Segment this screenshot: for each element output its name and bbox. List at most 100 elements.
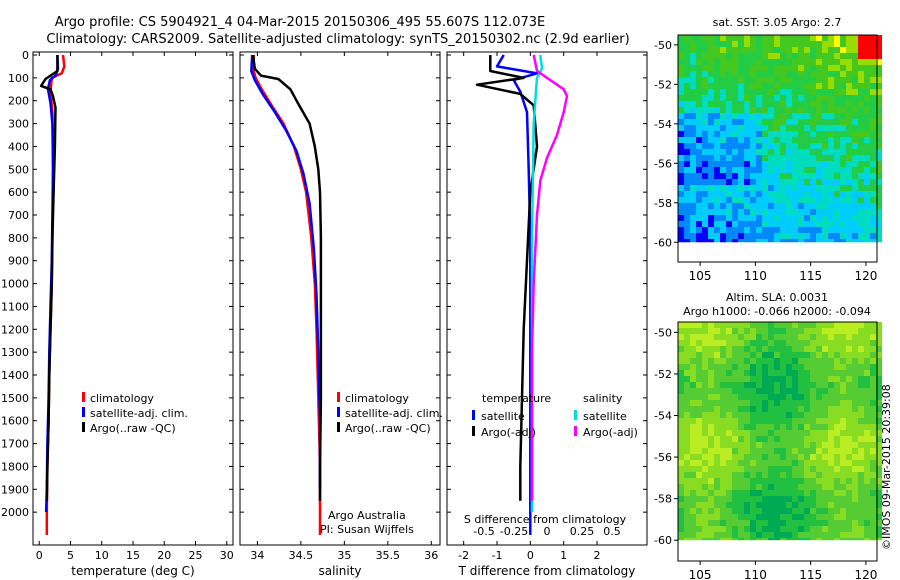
map-cell: [720, 490, 726, 496]
map-cell: [822, 430, 828, 436]
map-cell: [744, 41, 750, 47]
map-cell: [864, 412, 870, 418]
map-cell: [714, 520, 720, 526]
legend-swatch: [337, 407, 340, 417]
map-cell: [852, 233, 858, 239]
map-cell: [768, 532, 774, 538]
credit-org: Argo Australia: [328, 509, 406, 522]
map-cell: [768, 538, 774, 541]
map-cell: [738, 137, 744, 143]
map-cell: [708, 436, 714, 442]
map-cell: [798, 520, 804, 526]
y-tick-label: 1100: [1, 300, 29, 313]
map-cell: [690, 478, 696, 484]
map-cell: [684, 71, 690, 77]
map-cell: [774, 412, 780, 418]
map-cell: [774, 119, 780, 125]
map-y-tick-label: -60: [654, 236, 672, 249]
map-cell: [822, 35, 828, 41]
map-cell: [678, 65, 684, 71]
map-cell: [726, 233, 732, 239]
map-cell: [846, 328, 852, 334]
map-cell: [816, 508, 822, 514]
imos-stamp: ©IMOS 09-Mar-2015 20:39:08: [880, 384, 893, 550]
map-cell: [768, 119, 774, 125]
map-cell: [798, 472, 804, 478]
map-cell: [780, 484, 786, 490]
map-cell: [804, 418, 810, 424]
x-tick-label: 35: [337, 549, 351, 562]
map-cell: [708, 508, 714, 514]
map-cell: [720, 131, 726, 137]
map-cell: [834, 388, 840, 394]
map-cell: [786, 346, 792, 352]
map-cell: [762, 113, 768, 119]
map-cell: [774, 334, 780, 340]
map-cell: [726, 484, 732, 490]
map-cell: [684, 430, 690, 436]
map-cell: [726, 149, 732, 155]
map-cell: [840, 239, 846, 243]
map-cell: [702, 65, 708, 71]
map-cell: [702, 197, 708, 203]
map-cell: [702, 526, 708, 532]
map-cell: [780, 538, 786, 541]
map-cell: [738, 484, 744, 490]
map-cell: [834, 167, 840, 173]
map-cell: [828, 77, 834, 83]
map-cell: [804, 95, 810, 101]
map-cell: [834, 514, 840, 520]
map-cell: [858, 478, 864, 484]
map-cell: [804, 233, 810, 239]
map-cell: [678, 209, 684, 215]
map-cell: [756, 490, 762, 496]
map-cell: [864, 328, 870, 334]
map-cell: [816, 472, 822, 478]
map-cell: [756, 322, 762, 328]
map-cell: [738, 35, 744, 41]
map-cell: [780, 496, 786, 502]
map-cell: [684, 346, 690, 352]
map-cell: [726, 215, 732, 221]
map-cell: [696, 454, 702, 460]
map-cell: [720, 215, 726, 221]
map-cell: [762, 209, 768, 215]
map-cell: [708, 496, 714, 502]
y-tick-label: 600: [8, 186, 29, 199]
map-cell: [726, 185, 732, 191]
map-cell: [870, 191, 876, 197]
map-cell: [702, 412, 708, 418]
map-cell: [750, 59, 756, 65]
map-cell: [876, 370, 882, 376]
map-cell: [792, 430, 798, 436]
map-cell: [840, 197, 846, 203]
map-cell: [696, 173, 702, 179]
map-cell: [834, 472, 840, 478]
map-cell: [876, 35, 882, 41]
map-cell: [822, 47, 828, 53]
map-cell: [708, 215, 714, 221]
map-cell: [804, 514, 810, 520]
map-cell: [702, 95, 708, 101]
map-cell: [828, 340, 834, 346]
map-cell: [696, 412, 702, 418]
map-cell: [786, 388, 792, 394]
map-cell: [870, 502, 876, 508]
map-cell: [744, 155, 750, 161]
map-cell: [678, 161, 684, 167]
map-cell: [798, 191, 804, 197]
map-cell: [744, 83, 750, 89]
map-cell: [774, 227, 780, 233]
map-cell: [804, 340, 810, 346]
map-cell: [846, 466, 852, 472]
map-cell: [876, 430, 882, 436]
map-cell: [876, 406, 882, 412]
map-cell: [804, 41, 810, 47]
map-cell: [780, 394, 786, 400]
map-cell: [696, 185, 702, 191]
map-cell: [702, 484, 708, 490]
map-cell: [690, 179, 696, 185]
map-cell: [684, 191, 690, 197]
map-cell: [858, 119, 864, 125]
map-cell: [714, 478, 720, 484]
